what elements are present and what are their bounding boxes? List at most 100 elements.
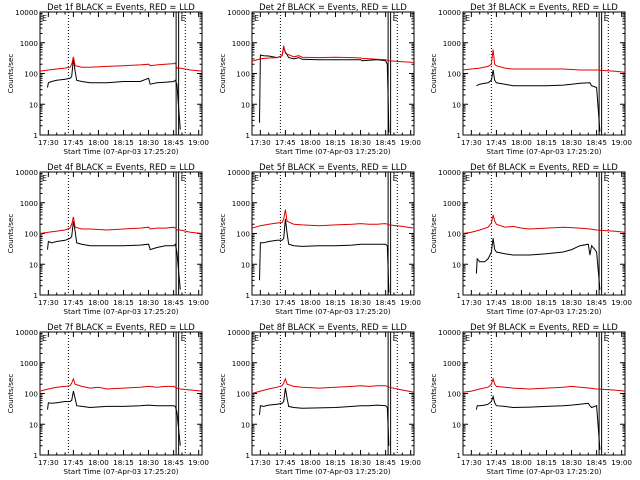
start-marker: E bbox=[42, 14, 47, 23]
detector-panel-4: Det 4f BLACK = Events, RED = LLD 1 10 100 10… bbox=[6, 162, 209, 316]
x-axis-label: Start Time (07-Apr-03 17:25:20) bbox=[63, 467, 178, 476]
y-tick-label: 1000 bbox=[20, 39, 39, 48]
panel-title: Det 5f BLACK = Events, RED = LLD bbox=[259, 162, 407, 172]
y-axis-label: Counts/sec bbox=[429, 374, 438, 414]
panel-title: Det 7f BLACK = Events, RED = LLD bbox=[47, 322, 195, 332]
events-line bbox=[259, 218, 390, 293]
detector-panel-5: Det 5f BLACK = Events, RED = LLD 1 10 100 10… bbox=[218, 162, 421, 316]
start-marker: E bbox=[465, 334, 470, 343]
x-tick-label: 17:30 bbox=[461, 458, 482, 467]
lld-line bbox=[462, 214, 626, 234]
x-tick-label: 18:30 bbox=[138, 458, 159, 467]
y-tick-label: 10 bbox=[29, 100, 39, 109]
x-axis-label: Start Time (07-Apr-03 17:25:20) bbox=[275, 147, 390, 156]
y-tick-label: 1 bbox=[456, 291, 461, 300]
x-tick-label: 18:15 bbox=[113, 138, 134, 147]
y-axis-label: Counts/sec bbox=[6, 54, 15, 94]
y-tick-label: 100 bbox=[24, 230, 38, 239]
end-marker: E bbox=[393, 174, 398, 183]
x-tick-label: 17:45 bbox=[275, 138, 296, 147]
lld-line bbox=[462, 49, 626, 73]
x-axis-label: Start Time (07-Apr-03 17:25:20) bbox=[275, 307, 390, 316]
y-tick-label: 10000 bbox=[15, 168, 38, 177]
end-marker: E bbox=[604, 174, 609, 183]
lld-line bbox=[39, 216, 203, 234]
y-tick-label: 1000 bbox=[20, 359, 39, 368]
x-tick-label: 17:45 bbox=[486, 138, 507, 147]
x-tick-label: 18:30 bbox=[138, 298, 159, 307]
y-tick-label: 1 bbox=[33, 451, 38, 460]
y-tick-label: 10000 bbox=[15, 328, 38, 337]
panel-frame bbox=[251, 331, 415, 456]
x-tick-label: 18:15 bbox=[113, 298, 134, 307]
x-tick-label: 19:00 bbox=[188, 458, 209, 467]
x-axis-label: Start Time (07-Apr-03 17:25:20) bbox=[63, 147, 178, 156]
lld-line bbox=[251, 209, 415, 229]
y-axis-label: Counts/sec bbox=[6, 214, 15, 254]
panel-frame bbox=[39, 331, 203, 456]
y-tick-label: 1 bbox=[33, 291, 38, 300]
y-tick-label: 10000 bbox=[227, 8, 250, 17]
x-tick-label: 18:15 bbox=[536, 138, 557, 147]
y-tick-label: 1 bbox=[33, 131, 38, 140]
panel-frame bbox=[39, 11, 203, 136]
lld-line bbox=[39, 377, 203, 392]
detector-panel-1: Det 1f BLACK = Events, RED = LLD 1 10 100 10… bbox=[6, 2, 209, 156]
y-tick-label: 1000 bbox=[232, 39, 251, 48]
end-marker: E bbox=[393, 334, 398, 343]
x-tick-label: 19:00 bbox=[400, 458, 421, 467]
y-tick-label: 10 bbox=[29, 260, 39, 269]
y-tick-label: 10 bbox=[452, 420, 462, 429]
start-marker: E bbox=[465, 174, 470, 183]
x-tick-label: 17:45 bbox=[63, 458, 84, 467]
x-tick-label: 18:30 bbox=[561, 298, 582, 307]
x-tick-label: 18:30 bbox=[561, 138, 582, 147]
y-tick-label: 1 bbox=[456, 451, 461, 460]
y-tick-label: 100 bbox=[447, 70, 461, 79]
x-axis-label: Start Time (07-Apr-03 17:25:20) bbox=[486, 307, 601, 316]
y-tick-label: 10000 bbox=[227, 168, 250, 177]
lld-line bbox=[462, 377, 626, 393]
panel-title: Det 9f BLACK = Events, RED = LLD bbox=[470, 322, 618, 332]
panel-title: Det 4f BLACK = Events, RED = LLD bbox=[47, 162, 195, 172]
detector-panel-8: Det 8f BLACK = Events, RED = LLD 1 10 100 10… bbox=[218, 322, 421, 476]
y-tick-label: 1000 bbox=[443, 359, 462, 368]
detector-panel-3: Det 3f BLACK = Events, RED = LLD 1 10 100 10… bbox=[429, 2, 632, 156]
y-tick-label: 1 bbox=[456, 131, 461, 140]
panel-frame bbox=[251, 171, 415, 296]
start-marker: E bbox=[42, 334, 47, 343]
x-tick-label: 18:45 bbox=[375, 458, 396, 467]
panel-title: Det 2f BLACK = Events, RED = LLD bbox=[259, 2, 407, 12]
x-tick-label: 17:30 bbox=[38, 138, 59, 147]
events-line bbox=[47, 221, 181, 290]
y-tick-label: 10 bbox=[452, 100, 462, 109]
y-tick-label: 1000 bbox=[443, 199, 462, 208]
detector-panel-7: Det 7f BLACK = Events, RED = LLD 1 10 100 10… bbox=[6, 322, 209, 476]
y-tick-label: 100 bbox=[24, 390, 38, 399]
x-tick-label: 18:00 bbox=[300, 298, 321, 307]
x-tick-label: 18:30 bbox=[138, 138, 159, 147]
y-tick-label: 100 bbox=[24, 70, 38, 79]
events-line bbox=[259, 388, 390, 446]
x-tick-label: 18:00 bbox=[511, 138, 532, 147]
events-line bbox=[475, 394, 601, 450]
x-tick-label: 17:30 bbox=[461, 298, 482, 307]
x-tick-label: 19:00 bbox=[611, 138, 632, 147]
y-tick-label: 10000 bbox=[438, 8, 461, 17]
x-tick-label: 18:00 bbox=[88, 298, 109, 307]
events-line bbox=[47, 390, 181, 446]
y-tick-label: 1000 bbox=[20, 199, 39, 208]
y-tick-label: 100 bbox=[447, 230, 461, 239]
x-tick-label: 17:30 bbox=[250, 138, 271, 147]
panel-frame bbox=[462, 331, 626, 456]
x-tick-label: 19:00 bbox=[611, 458, 632, 467]
x-tick-label: 17:45 bbox=[486, 458, 507, 467]
x-tick-label: 17:30 bbox=[250, 298, 271, 307]
end-marker: E bbox=[604, 14, 609, 23]
y-tick-label: 10 bbox=[241, 100, 251, 109]
y-tick-label: 10000 bbox=[15, 8, 38, 17]
y-axis-label: Counts/sec bbox=[6, 374, 15, 414]
panel-title: Det 1f BLACK = Events, RED = LLD bbox=[47, 2, 195, 12]
lld-line bbox=[251, 377, 415, 394]
